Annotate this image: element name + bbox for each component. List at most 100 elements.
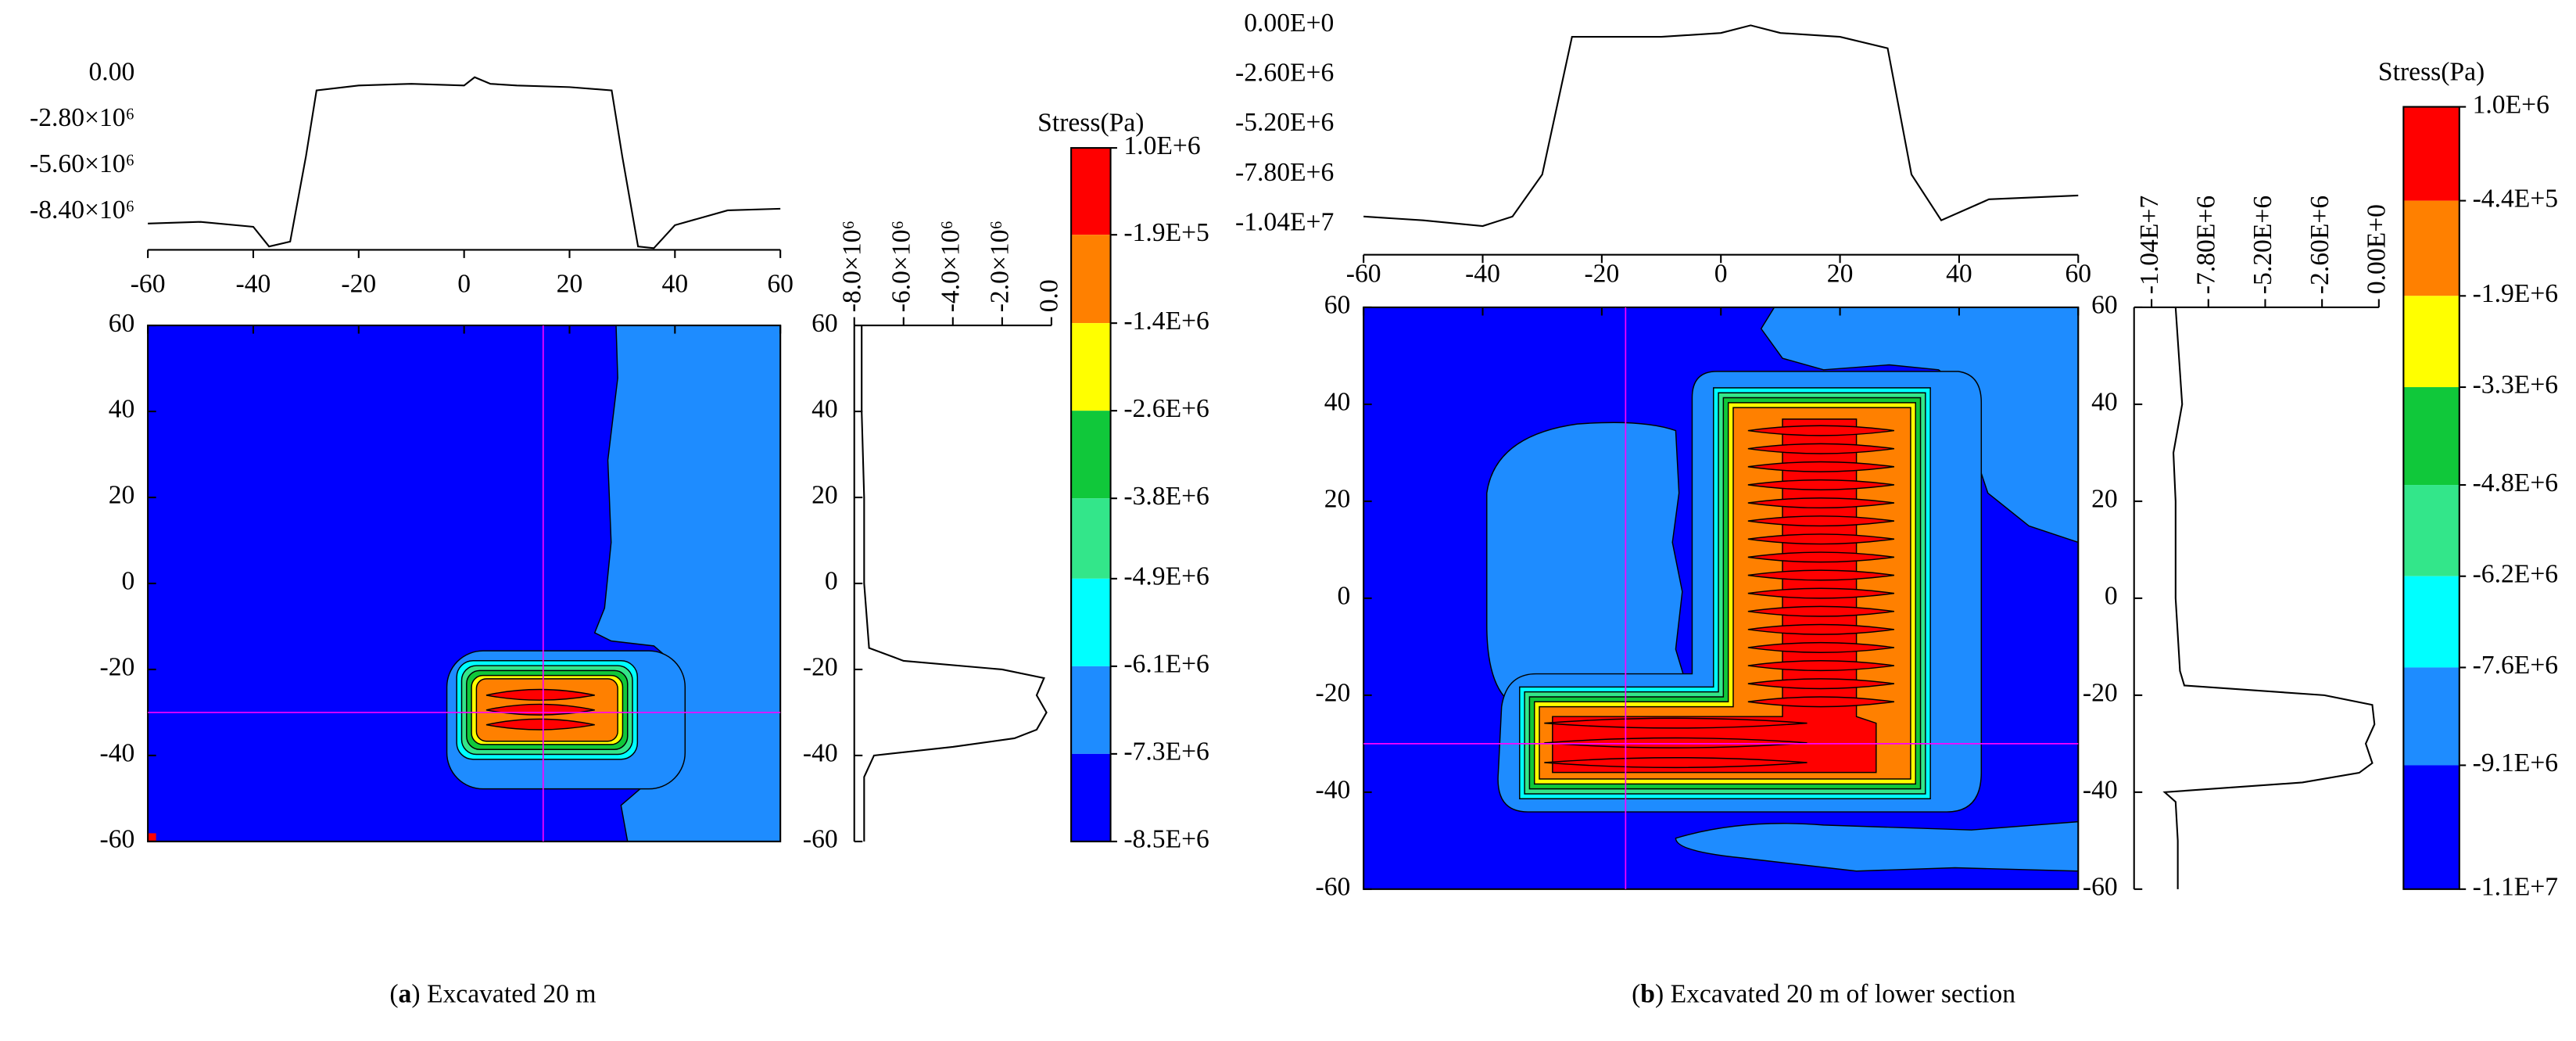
top-x-tick-label: 20	[1827, 260, 1854, 289]
side-y-tick-label: 60	[2091, 291, 2118, 320]
side-x-tick-label: -1.04E+7	[2135, 196, 2164, 294]
colorbar-tick-label: -4.4E+5	[2473, 184, 2559, 213]
side-y-tick-label: -20	[2083, 679, 2118, 708]
colorbar-tick-label: -1.1E+7	[2473, 873, 2559, 902]
contour-region	[1747, 515, 1895, 527]
colorbar-tick-label: -8.5E+6	[1123, 825, 1209, 854]
side-y-tick-label: 0	[825, 567, 838, 596]
colorbar-tick-label: -1.9E+6	[2473, 279, 2559, 308]
colorbar-tick-label: -2.6E+6	[1123, 394, 1209, 423]
side-y-tick-label: 0	[2105, 582, 2118, 611]
colorbar-tick-label: -6.2E+6	[2473, 559, 2559, 588]
contour-region	[1747, 696, 1895, 708]
side-x-tick-label: -2.60E+6	[2306, 196, 2334, 294]
colorbar-band	[1071, 753, 1111, 842]
contour-map-a	[148, 325, 781, 842]
side-y-tick-label: 40	[2091, 388, 2118, 417]
colorbar-band	[2403, 106, 2460, 201]
side-y-tick-label: 20	[2091, 485, 2118, 514]
contour-region	[1747, 623, 1895, 635]
y-tick-label: 60	[1324, 291, 1351, 320]
colorbar-band	[2403, 576, 2460, 668]
contour-region	[1747, 425, 1895, 436]
top-y-tick-label: -5.60×10⁶	[30, 149, 134, 178]
y-tick-label: 0	[1338, 582, 1351, 611]
y-tick-label: -60	[100, 825, 135, 854]
colorbar-band	[1071, 578, 1111, 666]
top-x-tick-label: 20	[557, 269, 583, 298]
side-y-tick-label: -60	[2083, 873, 2118, 902]
colorbar-band	[2403, 485, 2460, 576]
contour-region	[485, 718, 595, 730]
contour-region	[1747, 587, 1895, 599]
colorbar-band	[2403, 765, 2460, 889]
side-x-tick-label: -7.80E+6	[2191, 196, 2220, 294]
contour-region	[1747, 497, 1895, 509]
caption: (b) Excavated 20 m of lower section	[1632, 979, 2015, 1008]
y-tick-label: 60	[109, 309, 135, 338]
side-y-tick-label: 20	[811, 481, 838, 510]
y-tick-label: 20	[109, 481, 135, 510]
top-y-tick-label: -2.80×10⁶	[30, 103, 134, 132]
colorbar-tick-label: -1.4E+6	[1123, 307, 1209, 336]
colorbar-tick-label: -1.9E+5	[1123, 218, 1209, 247]
top-x-tick-label: 40	[1946, 260, 1972, 289]
top-x-tick-label: -60	[1346, 260, 1381, 289]
contour-region	[1747, 479, 1895, 490]
y-tick-label: 0	[122, 567, 135, 596]
y-tick-label: -20	[1316, 679, 1351, 708]
caption-part: a	[399, 979, 412, 1008]
side-y-tick-label: -60	[803, 825, 838, 854]
top-profile-line	[1363, 24, 2079, 228]
top-x-tick-label: 0	[1714, 260, 1728, 289]
top-profile-line	[148, 76, 781, 249]
colorbar-band	[2403, 296, 2460, 388]
top-x-tick-label: -60	[131, 269, 166, 298]
colorbar-tick-label: -3.3E+6	[2473, 371, 2559, 400]
contour-region	[1675, 820, 2079, 872]
colorbar-tick-label: -3.8E+6	[1123, 482, 1209, 511]
top-y-tick-label: -8.40×10⁶	[30, 196, 134, 224]
y-tick-label: -40	[100, 739, 135, 768]
colorbar-frame	[1070, 147, 1112, 842]
side-profile-line	[2162, 307, 2376, 889]
y-tick-label: 40	[109, 395, 135, 424]
contour-region	[1747, 678, 1895, 690]
colorbar-tick-label: 1.0E+6	[2473, 90, 2549, 119]
side-y-tick-label: -20	[803, 653, 838, 682]
colorbar-band	[2403, 200, 2460, 296]
colorbar-band	[1071, 411, 1111, 499]
top-y-tick-label: 0.00E+0	[1244, 9, 1334, 38]
side-x-tick-label: -2.0×10⁶	[986, 221, 1015, 312]
colorbar-title: Stress(Pa)	[2378, 57, 2485, 86]
colorbar-tick-label: -9.1E+6	[2473, 748, 2559, 777]
side-y-tick-label: -40	[803, 739, 838, 768]
colorbar-tick-label: 1.0E+6	[1123, 131, 1200, 160]
y-tick-label: 40	[1324, 388, 1351, 417]
contour-region	[148, 833, 156, 842]
side-y-tick-label: -40	[2083, 776, 2118, 805]
contour-region	[1544, 757, 1807, 769]
top-x-tick-label: 60	[767, 269, 794, 298]
top-y-tick-label: -7.80E+6	[1235, 158, 1334, 187]
contour-region	[1747, 569, 1895, 581]
colorbar-frame	[2402, 106, 2460, 890]
contour-region	[485, 688, 595, 701]
top-x-tick-label: 60	[2065, 260, 2091, 289]
top-x-tick-label: -20	[341, 269, 376, 298]
side-x-tick-label: 0.00E+0	[2363, 204, 2391, 294]
contour-region	[1747, 461, 1895, 472]
top-y-tick-label: 0.00	[88, 57, 134, 86]
caption-part: (	[1632, 979, 1640, 1008]
top-y-tick-label: -1.04E+7	[1235, 207, 1334, 236]
y-tick-label: -60	[1316, 873, 1351, 902]
colorbar-band	[2403, 667, 2460, 766]
top-y-tick-label: -2.60E+6	[1235, 59, 1334, 88]
caption-part: ) Excavated 20 m	[411, 979, 596, 1008]
side-x-tick-label: -6.0×10⁶	[887, 221, 915, 312]
contour-region	[1747, 660, 1895, 672]
colorbar-tick-label: -7.6E+6	[2473, 651, 2559, 680]
y-tick-label: -20	[100, 653, 135, 682]
colorbar-tick-label: -4.9E+6	[1123, 562, 1209, 591]
